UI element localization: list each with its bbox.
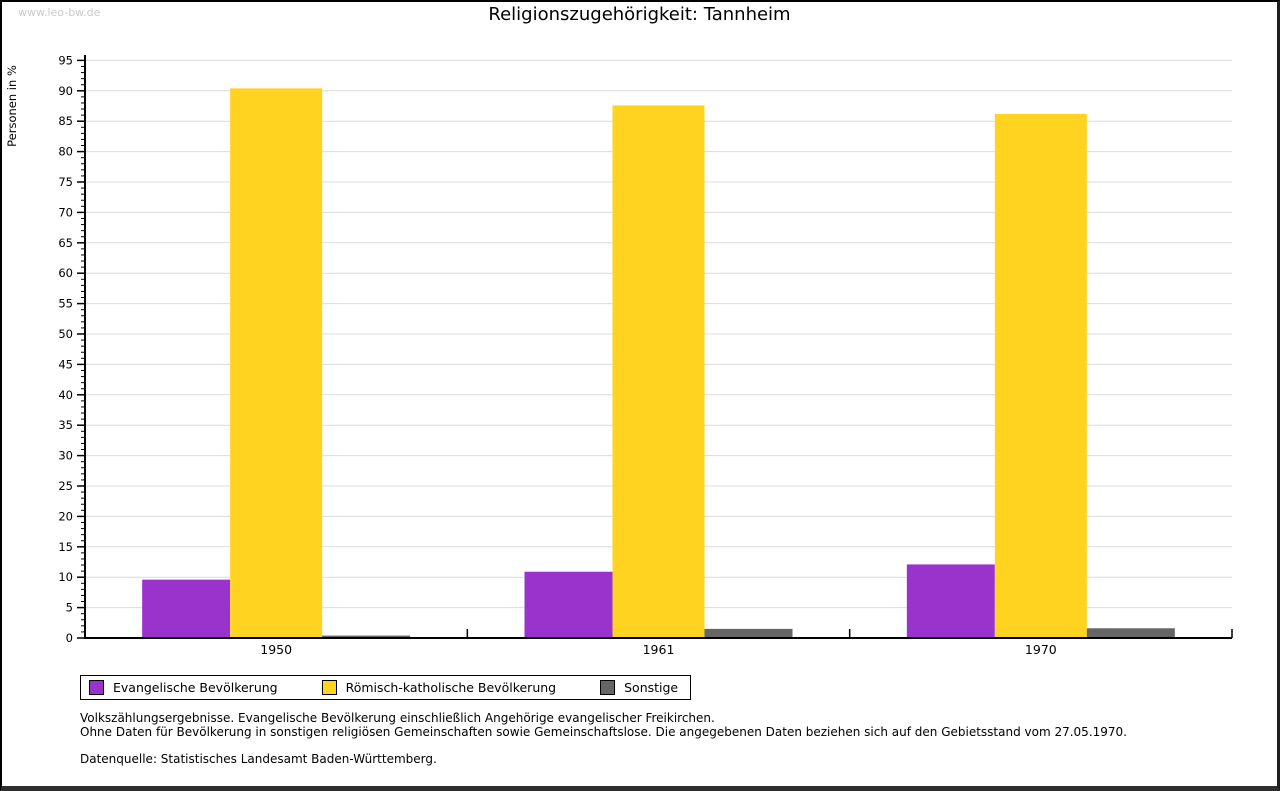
y-tick-label: 0 (66, 631, 73, 645)
y-tick-label: 85 (58, 114, 73, 128)
bar (142, 579, 231, 638)
footnote-line-2: Ohne Daten für Bevölkerung in sonstigen … (80, 725, 1127, 739)
footnotes: Volkszählungsergebnisse. Evangelische Be… (80, 711, 1257, 766)
y-tick-label: 60 (58, 266, 73, 280)
y-tick-label: 55 (58, 297, 73, 311)
y-tick-label: 50 (58, 327, 73, 341)
bar (230, 88, 323, 639)
y-tick-label: 30 (58, 449, 73, 463)
y-tick-label: 70 (58, 205, 73, 219)
y-tick-label: 15 (58, 540, 73, 554)
y-tick-label: 95 (58, 53, 73, 67)
bar (994, 113, 1087, 639)
watermark: www.leo-bw.de (18, 6, 101, 19)
legend-swatch (321, 680, 337, 695)
y-tick-label: 75 (58, 175, 73, 189)
legend-swatch (600, 680, 616, 695)
y-tick-label: 10 (58, 570, 73, 584)
bar (524, 571, 613, 638)
bar (612, 105, 705, 639)
footnote-line-1: Volkszählungsergebnisse. Evangelische Be… (80, 711, 715, 725)
legend-label: Römisch-katholische Bevölkerung (345, 680, 557, 695)
y-tick-label: 45 (58, 357, 73, 371)
page-title: Religionszugehörigkeit: Tannheim (488, 4, 791, 25)
legend-swatch (89, 680, 104, 695)
legend: Evangelische Bevölkerung Römisch-katholis… (80, 675, 692, 700)
y-tick-label: 20 (58, 509, 73, 523)
bar (322, 635, 411, 638)
y-tick-label: 80 (58, 145, 73, 159)
x-tick-label: 1950 (260, 642, 292, 657)
y-tick-label: 5 (66, 601, 73, 615)
bar (1086, 628, 1175, 638)
legend-label: Sonstige (624, 680, 679, 695)
legend-label: Evangelische Bevölkerung (113, 680, 278, 695)
x-tick-label: 1970 (1025, 642, 1057, 657)
bar (704, 628, 793, 638)
y-tick-label: 25 (58, 479, 73, 493)
y-tick-label: 65 (58, 236, 73, 250)
x-tick-label: 1961 (643, 642, 675, 657)
y-tick-label: 35 (58, 418, 73, 432)
y-tick-label: 90 (58, 84, 73, 98)
bar-chart: 0 5 10 15 20 25 30 35 40 45 50 55 60 65 70 75 80 85 90 95 19… (5, 53, 1233, 657)
y-tick-label: 40 (58, 388, 73, 402)
data-source: Datenquelle: Statistisches Landesamt Bad… (80, 752, 437, 766)
legend-item: Römisch-katholische Bevölkerung (321, 680, 557, 695)
y-axis-title: Personen in % (5, 65, 19, 147)
legend-item: Evangelische Bevölkerung (89, 680, 278, 695)
bar (906, 564, 995, 638)
legend-item: Sonstige (600, 680, 678, 695)
